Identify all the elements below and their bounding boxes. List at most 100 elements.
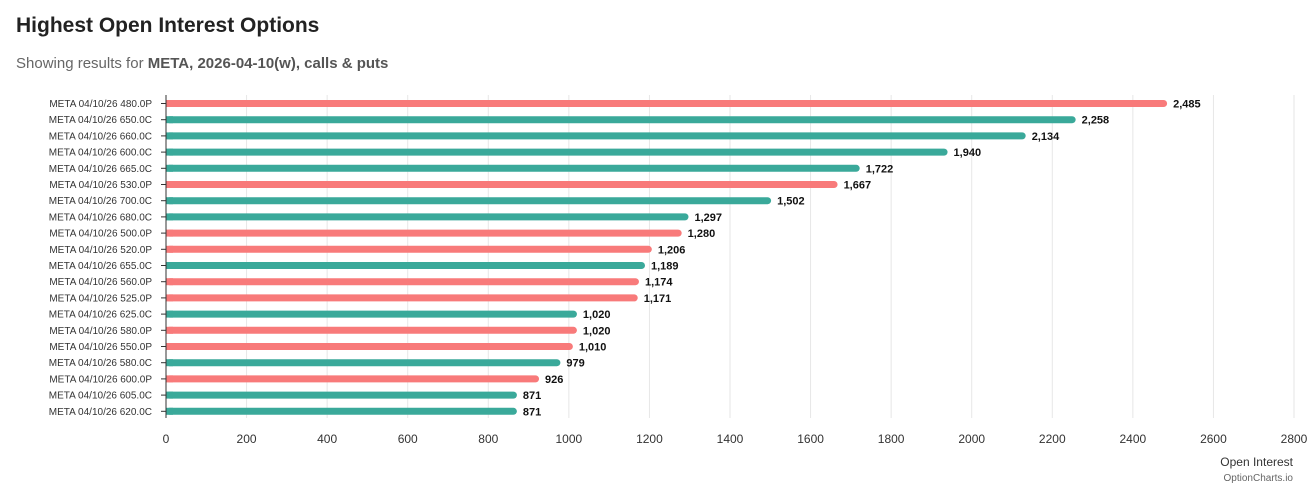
- category-label: META 04/10/26 500.0P: [49, 229, 152, 240]
- bar-left-cap: [166, 164, 173, 172]
- value-label: 1,206: [658, 244, 686, 256]
- bar-put[interactable]: [166, 229, 682, 237]
- x-tick-label: 1600: [797, 432, 824, 446]
- category-label: META 04/10/26 650.0C: [49, 115, 152, 126]
- x-axis-title: Open Interest: [1220, 455, 1293, 469]
- bar-put[interactable]: [166, 294, 638, 302]
- bar-left-cap: [166, 213, 173, 221]
- bar-left-cap: [166, 326, 173, 334]
- bar-call[interactable]: [166, 164, 860, 172]
- bar-call[interactable]: [166, 213, 689, 221]
- category-label: META 04/10/26 480.0P: [49, 99, 152, 110]
- bar-call[interactable]: [166, 197, 772, 205]
- value-label: 1,667: [844, 180, 872, 192]
- category-label: META 04/10/26 600.0C: [49, 148, 152, 159]
- category-label: META 04/10/26 620.0C: [49, 407, 152, 418]
- category-label: META 04/10/26 550.0P: [49, 342, 152, 353]
- x-tick-label: 2000: [958, 432, 985, 446]
- bar-call[interactable]: [166, 132, 1026, 140]
- value-label: 1,020: [583, 309, 611, 321]
- category-label: META 04/10/26 660.0C: [49, 131, 152, 142]
- bar-call[interactable]: [166, 148, 948, 156]
- bar-left-cap: [166, 359, 173, 367]
- bar-put[interactable]: [166, 326, 577, 334]
- value-label: 1,502: [777, 196, 805, 208]
- value-label: 871: [523, 406, 541, 418]
- bar-call[interactable]: [166, 407, 517, 415]
- bar-put[interactable]: [166, 245, 652, 253]
- bar-layer: [166, 100, 1168, 415]
- bar-left-cap: [166, 375, 173, 383]
- grid-layer: [246, 95, 1295, 418]
- chart-title: Highest Open Interest Options: [16, 14, 320, 37]
- category-label: META 04/10/26 625.0C: [49, 310, 152, 321]
- bar-put[interactable]: [166, 375, 540, 383]
- value-label: 1,010: [579, 342, 607, 354]
- value-label: 1,020: [583, 325, 611, 337]
- value-label: 1,297: [695, 212, 723, 224]
- bar-left-cap: [166, 197, 173, 205]
- category-label: META 04/10/26 580.0C: [49, 358, 152, 369]
- bar-call[interactable]: [166, 310, 577, 318]
- x-tick-label: 1400: [717, 432, 744, 446]
- bar-call[interactable]: [166, 262, 645, 269]
- bar-left-cap: [166, 343, 173, 350]
- bar-left-cap: [166, 229, 173, 237]
- category-label: META 04/10/26 665.0C: [49, 164, 152, 175]
- category-label: META 04/10/26 520.0P: [49, 245, 152, 256]
- category-label: META 04/10/26 680.0C: [49, 212, 152, 223]
- bar-left-cap: [166, 181, 173, 188]
- bar-put[interactable]: [166, 278, 639, 286]
- x-tick-label: 2800: [1281, 432, 1308, 446]
- credit-text[interactable]: OptionCharts.io: [1224, 473, 1294, 484]
- subtitle-selection: META, 2026-04-10(w), calls & puts: [147, 55, 389, 72]
- category-label: META 04/10/26 560.0P: [49, 277, 152, 288]
- x-tick-label: 0: [163, 432, 170, 446]
- x-tick-label: 2200: [1039, 432, 1066, 446]
- label-layer: META 04/10/26 480.0P 2,485 META 04/10/26 6…: [49, 99, 1201, 419]
- value-label: 2,258: [1082, 115, 1110, 127]
- bar-left-cap: [166, 116, 173, 124]
- category-label: META 04/10/26 655.0C: [49, 261, 152, 272]
- x-tick-label: 1000: [556, 432, 583, 446]
- bar-left-cap: [166, 294, 173, 302]
- bar-left-cap: [166, 391, 173, 399]
- bar-left-cap: [166, 132, 173, 140]
- value-label: 1,174: [645, 277, 673, 289]
- value-label: 2,134: [1032, 131, 1060, 143]
- category-label: META 04/10/26 530.0P: [49, 180, 152, 191]
- value-label: 1,280: [688, 228, 716, 240]
- x-tick-label: 2400: [1120, 432, 1147, 446]
- x-tick-label: 800: [478, 432, 498, 446]
- bar-call[interactable]: [166, 359, 561, 367]
- bar-call[interactable]: [166, 116, 1076, 124]
- value-label: 871: [523, 390, 541, 402]
- value-label: 1,189: [651, 261, 679, 273]
- subtitle-prefix: Showing results for: [16, 55, 144, 72]
- axis-layer: 0 200 400 600 800 1000 1200 1400 1600 1800 2000 220…: [161, 95, 1308, 446]
- bar-left-cap: [166, 262, 173, 269]
- bar-left-cap: [166, 278, 173, 286]
- bar-put[interactable]: [166, 100, 1168, 107]
- value-label: 1,722: [866, 163, 894, 175]
- x-tick-label: 200: [237, 432, 257, 446]
- x-tick-label: 600: [398, 432, 418, 446]
- x-tick-label: 1200: [636, 432, 663, 446]
- category-label: META 04/10/26 605.0C: [49, 391, 152, 402]
- bar-put[interactable]: [166, 181, 838, 188]
- value-label: 1,171: [644, 293, 672, 305]
- value-label: 979: [566, 358, 584, 370]
- bar-left-cap: [166, 245, 173, 253]
- bar-put[interactable]: [166, 343, 573, 350]
- category-label: META 04/10/26 580.0P: [49, 326, 152, 337]
- category-label: META 04/10/26 600.0P: [49, 374, 152, 385]
- x-tick-label: 1800: [878, 432, 905, 446]
- value-label: 2,485: [1173, 99, 1201, 111]
- bar-left-cap: [166, 100, 173, 107]
- category-label: META 04/10/26 525.0P: [49, 293, 152, 304]
- x-tick-label: 400: [317, 432, 337, 446]
- bar-call[interactable]: [166, 391, 517, 399]
- chart-subtitle: Showing results for META, 2026-04-10(w),…: [16, 55, 388, 72]
- bar-left-cap: [166, 407, 173, 415]
